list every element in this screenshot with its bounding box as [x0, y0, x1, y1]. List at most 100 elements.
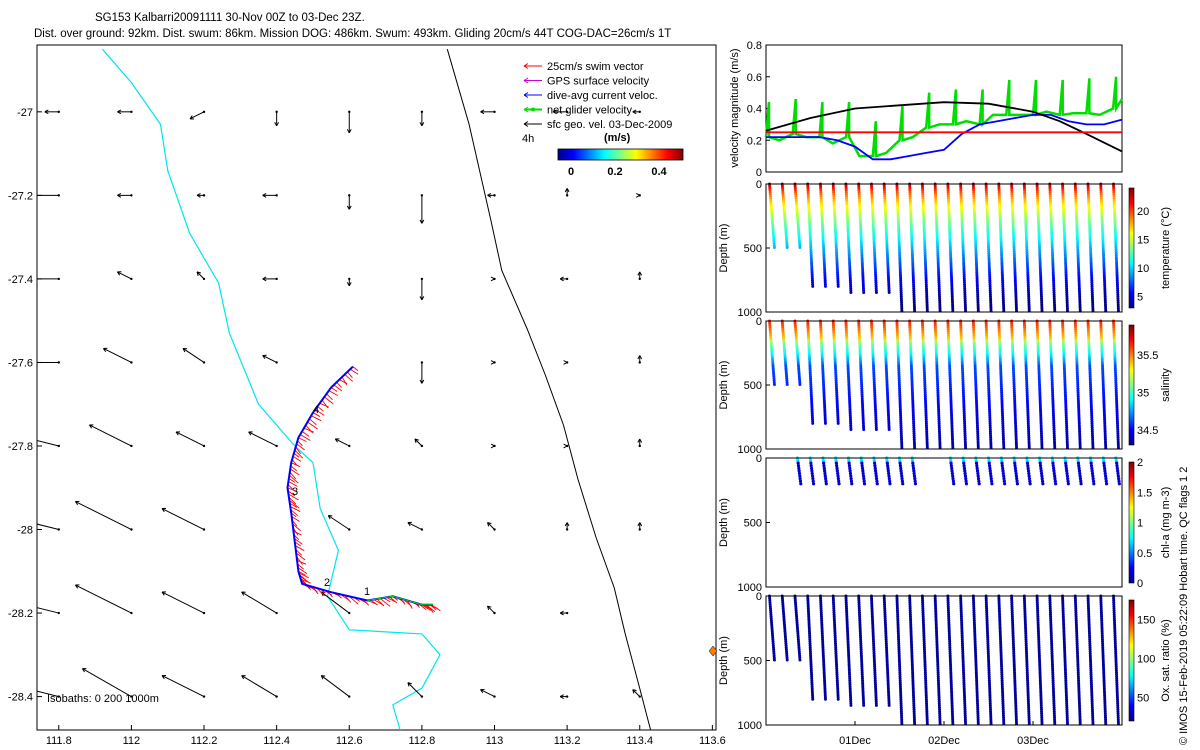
- swim-vector: [300, 434, 311, 441]
- swim-vector: [326, 393, 333, 401]
- geo-vector: [327, 515, 351, 531]
- section-point: [1079, 482, 1083, 486]
- section-point: [862, 482, 867, 486]
- geo-vector: [490, 360, 496, 365]
- swim-vector: [288, 481, 298, 487]
- legend-label: dive-avg current veloc.: [547, 90, 658, 102]
- swim-vector: [290, 462, 301, 468]
- swim-vector: [314, 409, 325, 416]
- geo-vector: [37, 690, 60, 698]
- swim-vector: [297, 567, 308, 575]
- colorbar-tick-label: 1: [1137, 518, 1143, 530]
- swim-vector: [426, 604, 434, 613]
- colorbar-tick-0.4: 0.4: [651, 166, 667, 178]
- map-xtick-label: 113.6: [699, 735, 726, 747]
- section-point: [798, 658, 802, 662]
- geo-vector: [37, 523, 60, 531]
- section-point: [823, 284, 827, 288]
- swim-vector: [341, 376, 348, 386]
- vel-ytick-label: 0.2: [747, 135, 762, 147]
- geo-vector: [632, 109, 641, 115]
- track-label-3: 3: [292, 486, 298, 498]
- geo-vector: [480, 688, 496, 698]
- map-ticks: 111.8 112 112.2 112.4 112.6 112.8 113 113.2 113.…: [8, 107, 726, 747]
- section-point: [887, 703, 891, 707]
- section-point: [823, 421, 827, 425]
- geo-vector: [274, 110, 280, 127]
- section-frame: [765, 320, 1123, 450]
- geo-vector: [161, 591, 206, 615]
- section-ytick-label: 500: [744, 518, 762, 530]
- track-label-2: 2: [324, 577, 330, 589]
- section-point: [952, 482, 956, 486]
- section-point: [888, 482, 892, 486]
- section-point: [1041, 482, 1045, 486]
- velocity-series-line: [764, 76, 1124, 158]
- swim-vector: [291, 516, 300, 522]
- map-ytick-label: -28.4: [8, 692, 33, 704]
- coastline: [101, 48, 441, 730]
- section-point: [990, 482, 994, 486]
- swim-vector: [406, 600, 413, 609]
- section-point: [799, 482, 803, 486]
- track-map: 111.8 112 112.2 112.4 112.6 112.8 113 113.2 113.…: [8, 44, 726, 747]
- isobath-1000m-line: [446, 49, 652, 730]
- vel-ytick-label: 0.6: [747, 72, 762, 84]
- swim-vector: [330, 387, 338, 392]
- geo-vector: [480, 109, 496, 115]
- swim-vector: [370, 599, 378, 606]
- colorbar-tick-label: 1.5: [1137, 487, 1152, 499]
- colorbar-tick-label: 0.5: [1137, 548, 1152, 560]
- swim-vector: [376, 598, 385, 607]
- geo-vector: [37, 361, 60, 364]
- swim-vector: [389, 596, 397, 604]
- swim-vector: [324, 396, 334, 405]
- swim-vector: [379, 598, 391, 607]
- swim-vector: [289, 471, 297, 480]
- geo-vector: [487, 193, 496, 198]
- geo-vector: [490, 276, 496, 282]
- geo-vector: [262, 276, 278, 282]
- map-ytick-label: -27.8: [8, 441, 33, 453]
- geo-vector: [419, 361, 425, 384]
- section-point: [850, 482, 854, 486]
- swim-vector: [317, 405, 324, 412]
- section-point: [901, 482, 905, 486]
- geo-vector: [419, 110, 425, 127]
- geo-vector: [182, 347, 206, 364]
- geo-vector: [74, 500, 133, 531]
- geo-vector: [189, 110, 206, 120]
- legend-item: dive-avg current veloc.: [523, 90, 658, 102]
- swim-vector: [296, 559, 307, 565]
- swim-vector: [289, 474, 299, 484]
- section-point: [1015, 482, 1020, 486]
- swim-vector: [288, 477, 296, 483]
- swim-vector: [312, 412, 321, 417]
- geo-vector: [37, 277, 60, 281]
- legend-item: sfc geo. vel. 03-Dec-2009: [523, 119, 672, 131]
- colorbar-tick-label: 20: [1137, 206, 1149, 218]
- geo-vector: [637, 271, 643, 281]
- header-line1: SG153 Kalbarri20091111 30-Nov 00Z to 03-…: [95, 12, 365, 24]
- geo-vector: [552, 109, 569, 115]
- section-point: [798, 245, 802, 249]
- geo-vector: [320, 675, 351, 698]
- header-line2: Dist. over ground: 92km. Dist. swum: 86k…: [34, 28, 671, 40]
- geo-vector: [407, 521, 424, 531]
- geo-vector: [248, 431, 278, 448]
- legend-item: 25cm/s swim vector: [523, 61, 644, 73]
- geo-velocity-vectors: [37, 109, 643, 699]
- section-point: [1003, 482, 1007, 486]
- geo-vector: [262, 354, 278, 364]
- section-point: [887, 428, 891, 432]
- velocity-panel: 00.20.40.60.8 velocity magnitude (m/s): [729, 40, 1124, 179]
- swim-vector: [310, 415, 322, 422]
- geo-vector: [346, 194, 352, 210]
- glider-track: [286, 365, 433, 606]
- swim-vector: [290, 468, 300, 476]
- map-ytick-label: -27: [17, 107, 33, 119]
- geo-vector: [564, 188, 570, 197]
